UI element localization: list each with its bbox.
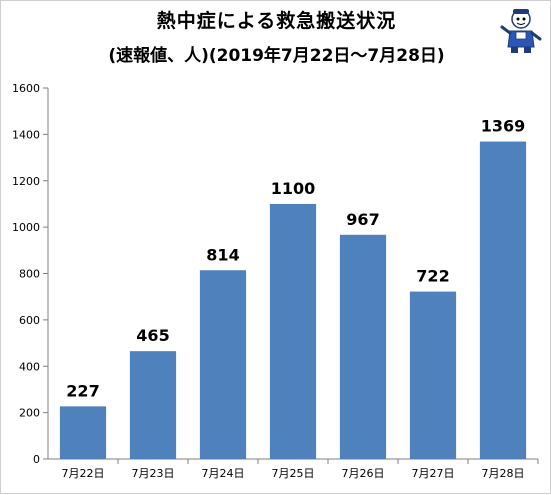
bar [409,291,457,459]
data-label: 1369 [481,117,526,136]
mascot-character-icon [500,9,542,53]
y-tick-label: 200 [19,407,40,420]
bar [199,270,247,459]
y-tick-label: 1600 [12,82,40,95]
data-label: 967 [346,210,379,229]
data-label: 1100 [271,179,316,198]
x-tick-label: 7月27日 [412,467,455,480]
plot-area: 0 200 400 600 800 1000 1200 1400 1600 227 7月22日 465… [12,82,539,480]
data-label: 814 [206,245,239,264]
y-tick-label: 1400 [12,128,40,141]
y-tick-label: 0 [33,453,40,466]
bar [269,203,317,459]
bar [479,141,527,460]
data-label: 227 [66,381,99,400]
y-tick-label: 400 [19,360,40,373]
x-tick-label: 7月28日 [482,467,525,480]
data-label: 722 [416,267,449,286]
y-tick-label: 800 [19,268,40,281]
y-tick-label: 1000 [12,221,40,234]
x-tick-label: 7月26日 [342,467,385,480]
bar [59,406,107,459]
y-tick-label: 600 [19,314,40,327]
x-tick-label: 7月24日 [202,467,245,480]
chart-subtitle: (速報値、人)(2019年7月22日～7月28日) [108,46,445,66]
y-tick-label: 1200 [12,175,40,188]
data-label: 465 [136,326,169,345]
bar [129,351,177,459]
x-tick-label: 7月22日 [62,467,105,480]
chart-title: 熱中症による救急搬送状況 [156,10,397,32]
x-tick-label: 7月25日 [272,467,315,480]
x-tick-label: 7月23日 [132,467,175,480]
bar [339,234,387,459]
